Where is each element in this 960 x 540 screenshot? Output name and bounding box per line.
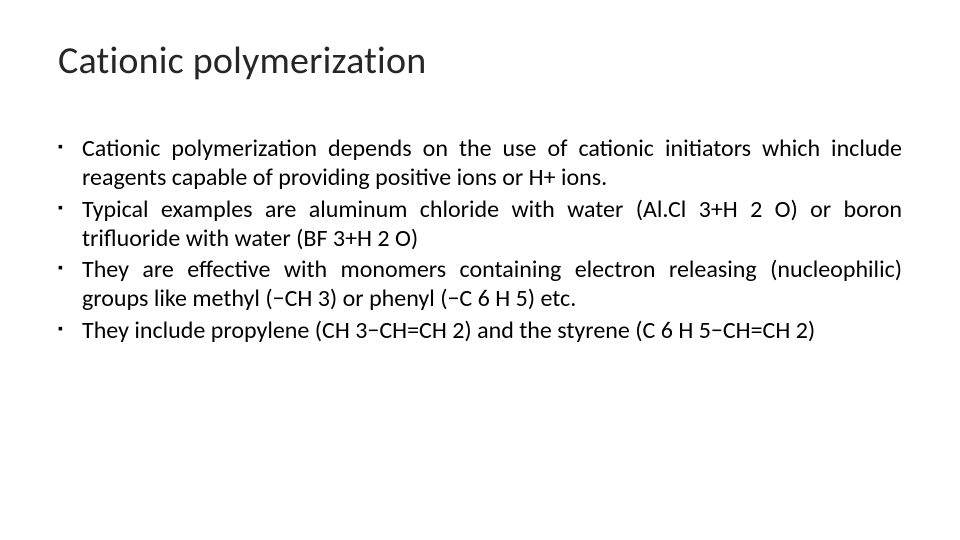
slide: Cationic polymerization Cationic polymer…: [0, 0, 960, 540]
list-item: They are effective with monomers contain…: [58, 255, 902, 314]
slide-title: Cationic polymerization: [58, 38, 902, 84]
list-item: Cationic polymerization depends on the u…: [58, 134, 902, 193]
bullet-list: Cationic polymerization depends on the u…: [58, 134, 902, 345]
list-item: They include propylene (CH 3−CH=CH 2) an…: [58, 316, 902, 345]
list-item: Typical examples are aluminum chloride w…: [58, 195, 902, 254]
